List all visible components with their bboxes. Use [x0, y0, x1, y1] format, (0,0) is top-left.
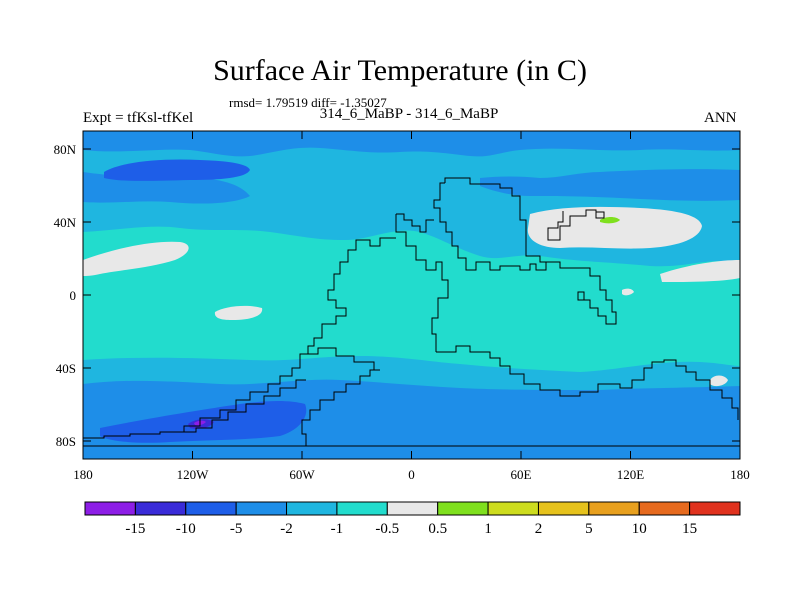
stats-text: rmsd= 1.79519 diff= -1.35027 [229, 95, 387, 110]
longitude-tick-labels: 180 120W 60W 0 60E 120E 180 [73, 467, 750, 482]
field-band-zero-small [622, 288, 634, 296]
australia-outline [436, 345, 739, 420]
field-band-zero-pacific [83, 241, 189, 276]
colorbar-label: -10 [176, 521, 196, 537]
colorbar-swatch [286, 501, 338, 516]
colorbar-swatch [134, 501, 187, 516]
colorbar-label: -0.5 [375, 521, 399, 537]
field-band-neg2-asia [480, 169, 740, 201]
latitude-ticks [83, 148, 740, 442]
colorbar-label: 10 [632, 521, 647, 537]
africa-outline-west [395, 214, 449, 352]
latitude-tick-labels: 80N 40N 0 40S 80S [54, 142, 77, 449]
colorbar-swatch [437, 501, 489, 516]
field-band-zero-asia [527, 206, 702, 249]
field-band-neg5-arctic [104, 159, 250, 181]
field-band-zero-southeast [710, 375, 728, 387]
colorbar-swatch [638, 501, 691, 516]
south-america-outline [301, 369, 380, 446]
field-band-zero-eastpacific [660, 260, 740, 282]
colorbar-swatch [588, 501, 640, 516]
lat-tick-label: 40S [56, 361, 76, 376]
field-band-neg2-north [83, 131, 740, 157]
lon-tick-label: 120W [177, 467, 210, 482]
asia-interior-outline [547, 209, 605, 241]
eurasia-outline [444, 177, 617, 325]
colorbar [84, 501, 741, 516]
continent-outlines [83, 177, 740, 447]
colorbar-label: -2 [280, 521, 293, 537]
colorbar-label: -15 [125, 521, 145, 537]
colorbar-label: 2 [535, 521, 543, 537]
colorbar-label: 5 [585, 521, 593, 537]
colorbar-swatch [487, 501, 539, 516]
lon-tick-label: 180 [730, 467, 750, 482]
field-band-pos0-5 [600, 217, 620, 224]
field-band-zero-tropics [214, 305, 263, 320]
lon-tick-label: 60E [511, 467, 532, 482]
colorbar-swatch [84, 501, 136, 516]
lat-tick-label: 40N [54, 215, 77, 230]
colorbar-swatch [185, 501, 237, 516]
antarctica-approx-outline [83, 353, 308, 439]
lon-tick-label: 180 [73, 467, 93, 482]
temperature-field [83, 131, 740, 459]
lat-tick-label: 80S [56, 434, 76, 449]
colorbar-swatch [689, 501, 741, 516]
colorbar-swatch [235, 501, 288, 516]
lat-tick-label: 80N [54, 142, 77, 157]
colorbar-labels: -15 -10 -5 -2 -1 -0.5 0.5 1 2 5 10 15 [125, 521, 697, 537]
europe-outline [396, 213, 434, 233]
chart-title: Surface Air Temperature (in C) [213, 54, 587, 87]
antarctic-peninsula-outline [184, 379, 306, 433]
longitude-ticks [82, 131, 741, 459]
lon-tick-label: 120E [617, 467, 645, 482]
lon-tick-label: 0 [408, 467, 415, 482]
colorbar-label: 1 [484, 521, 492, 537]
experiment-label: Expt = tfKsl-tfKel [83, 110, 194, 126]
colorbar-swatch [386, 501, 439, 516]
lat-tick-label: 0 [70, 288, 77, 303]
colorbar-label: -1 [331, 521, 344, 537]
middle-east-outline [433, 182, 556, 271]
colorbar-label: 0.5 [428, 521, 447, 537]
case-label: 314_6_MaBP - 314_6_MaBP [319, 106, 499, 122]
colorbar-label: -5 [230, 521, 243, 537]
colorbar-swatch [537, 501, 590, 516]
colorbar-swatch [336, 501, 388, 516]
season-label: ANN [704, 110, 737, 126]
lon-tick-label: 60W [289, 467, 315, 482]
colorbar-label: 15 [682, 521, 697, 537]
americas-outline-upper [307, 237, 396, 371]
